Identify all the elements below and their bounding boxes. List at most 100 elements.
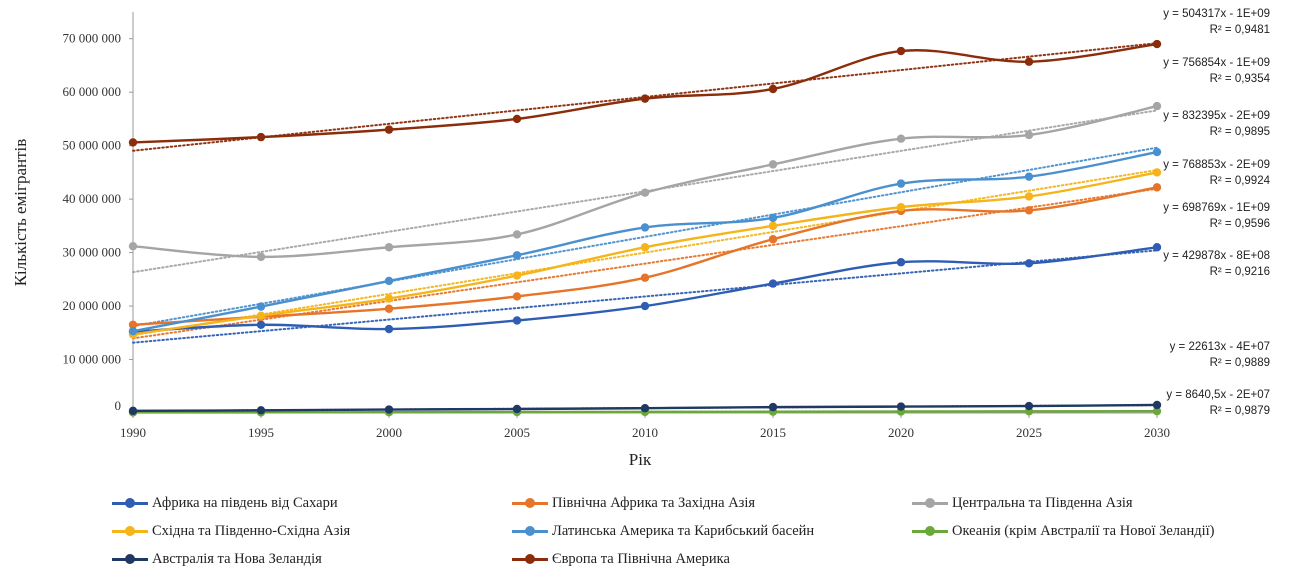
data-point-series-6: [513, 405, 521, 413]
trendline-r-squared: R² = 0,9216: [1210, 266, 1270, 278]
data-point-series-0: [385, 325, 393, 333]
trendline-r-squared: R² = 0,9924: [1210, 175, 1271, 187]
y-tick-label: 10 000 000: [63, 352, 122, 367]
legend-item: Центральна та Південна Азія: [912, 492, 1302, 514]
data-point-series-2: [1153, 102, 1161, 110]
trendline-equation: y = 504317x - 1E+09: [1163, 8, 1270, 20]
x-tick-label: 2020: [888, 425, 914, 440]
x-axis-title: Рік: [629, 450, 652, 469]
legend-swatch: [512, 496, 548, 510]
data-point-series-6: [257, 406, 265, 414]
data-point-series-1: [1025, 206, 1033, 214]
legend-label: Океанія (крім Австралії та Нової Зеланді…: [952, 523, 1215, 540]
data-point-series-3: [257, 311, 265, 319]
legend-label: Північна Африка та Західна Азія: [552, 495, 755, 512]
y-tick-label: 50 000 000: [63, 138, 122, 153]
trendline-equation: y = 832395x - 2E+09: [1163, 110, 1270, 122]
data-point-series-4: [1153, 148, 1161, 156]
data-point-series-7: [129, 138, 137, 146]
legend-swatch: [112, 552, 148, 566]
data-point-series-4: [385, 277, 393, 285]
data-point-series-2: [769, 160, 777, 168]
data-point-series-6: [1153, 401, 1161, 409]
data-point-series-3: [897, 203, 905, 211]
y-tick-label: 20 000 000: [63, 298, 122, 313]
y-tick-label: 30 000 000: [63, 245, 122, 260]
data-point-series-3: [385, 294, 393, 302]
data-point-series-1: [641, 274, 649, 282]
legend-label: Австралія та Нова Зеландія: [152, 551, 322, 568]
legend-swatch: [512, 552, 548, 566]
series-line-2: [133, 106, 1157, 257]
data-point-series-6: [641, 404, 649, 412]
trendline-r-squared: R² = 0,9889: [1210, 357, 1270, 369]
legend-label: Східна та Південно-Східна Азія: [152, 523, 350, 540]
legend-label: Латинська Америка та Карибський басейн: [552, 523, 814, 540]
legend-swatch: [512, 524, 548, 538]
trendline-equation: y = 698769x - 1E+09: [1163, 202, 1270, 214]
x-tick-label: 2030: [1144, 425, 1170, 440]
trendline-equation: y = 22613x - 4E+07: [1170, 341, 1270, 353]
data-point-series-2: [129, 242, 137, 250]
data-point-series-2: [385, 243, 393, 251]
x-tick-label: 2025: [1016, 425, 1042, 440]
legend-item: Європа та Північна Америка: [512, 548, 912, 570]
data-point-series-3: [513, 271, 521, 279]
data-point-series-7: [513, 115, 521, 123]
data-point-series-7: [897, 47, 905, 55]
data-point-series-3: [641, 243, 649, 251]
data-point-series-0: [769, 279, 777, 287]
trendline-r-squared: R² = 0,9481: [1210, 24, 1270, 36]
data-point-series-3: [769, 222, 777, 230]
data-point-series-3: [1153, 168, 1161, 176]
chart-legend: Африка на південь від Сахари Північна Афр…: [112, 492, 1302, 570]
data-point-series-1: [513, 292, 521, 300]
x-tick-label: 2005: [504, 425, 530, 440]
data-point-series-6: [129, 407, 137, 415]
data-point-series-4: [897, 179, 905, 187]
trendline-equation: y = 429878x - 8E+08: [1163, 250, 1270, 262]
legend-item: Австралія та Нова Зеландія: [112, 548, 512, 570]
data-point-series-6: [385, 405, 393, 413]
data-point-series-7: [1153, 40, 1161, 48]
data-point-series-7: [1025, 58, 1033, 66]
legend-swatch: [912, 496, 948, 510]
trendline-equation: y = 756854x - 1E+09: [1163, 57, 1270, 69]
legend-item: Африка на південь від Сахари: [112, 492, 512, 514]
x-tick-label: 2015: [760, 425, 786, 440]
data-point-series-4: [641, 223, 649, 231]
data-point-series-7: [257, 133, 265, 141]
data-point-series-2: [897, 135, 905, 143]
data-point-series-2: [513, 230, 521, 238]
trendline-equation: y = 8640,5x - 2E+07: [1166, 389, 1270, 401]
data-point-series-7: [769, 85, 777, 93]
x-tick-label: 1990: [120, 425, 146, 440]
data-point-series-0: [1025, 259, 1033, 267]
y-tick-label: 0: [115, 398, 122, 413]
x-tick-label: 2010: [632, 425, 658, 440]
data-point-series-6: [769, 403, 777, 411]
data-point-series-1: [385, 305, 393, 313]
data-point-series-4: [257, 302, 265, 310]
data-point-series-7: [385, 125, 393, 133]
data-point-series-7: [641, 94, 649, 102]
data-point-series-3: [1025, 192, 1033, 200]
trendline-r-squared: R² = 0,9879: [1210, 405, 1270, 417]
trendline-r-squared: R² = 0,9895: [1210, 126, 1270, 138]
legend-item: Північна Африка та Західна Азія: [512, 492, 912, 514]
data-point-series-0: [257, 321, 265, 329]
data-point-series-2: [641, 189, 649, 197]
data-point-series-0: [641, 302, 649, 310]
trendline-r-squared: R² = 0,9596: [1210, 218, 1270, 230]
data-point-series-4: [129, 327, 137, 335]
data-point-series-6: [1025, 402, 1033, 410]
data-point-series-4: [769, 214, 777, 222]
legend-label: Центральна та Південна Азія: [952, 495, 1133, 512]
series-line-0: [133, 247, 1157, 331]
x-tick-label: 2000: [376, 425, 402, 440]
trendline-r-squared: R² = 0,9354: [1210, 73, 1271, 85]
data-point-series-6: [897, 402, 905, 410]
x-tick-label: 1995: [248, 425, 274, 440]
data-point-series-1: [1153, 183, 1161, 191]
legend-swatch: [112, 496, 148, 510]
